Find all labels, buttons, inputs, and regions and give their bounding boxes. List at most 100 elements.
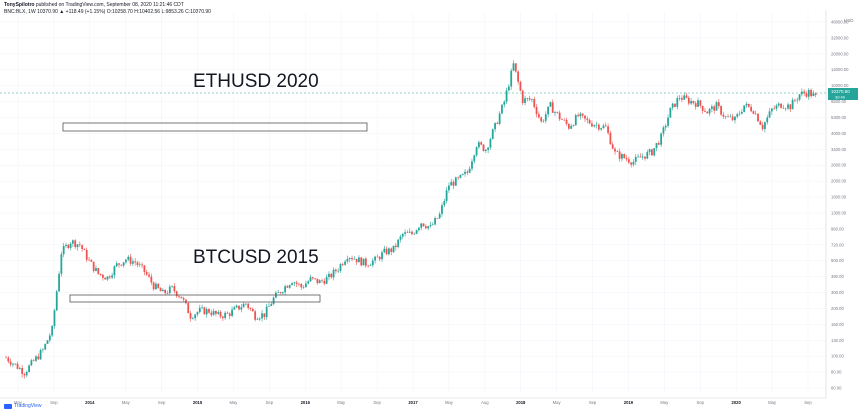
candle-body: [697, 100, 699, 107]
candle-body: [161, 289, 164, 292]
candle-body: [178, 296, 180, 297]
candle-body: [106, 276, 109, 280]
candle-body: [441, 205, 443, 214]
candle-body: [593, 125, 596, 127]
candle-body: [473, 155, 476, 162]
candle-body: [634, 156, 637, 162]
candle-body: [498, 113, 501, 124]
candle-body: [16, 363, 19, 369]
candle-body: [339, 264, 342, 271]
candle-body: [551, 102, 554, 113]
time-tick-label: Sep: [373, 400, 381, 405]
candle-body: [717, 102, 720, 107]
candle-body: [355, 258, 358, 263]
candle-body: [74, 240, 77, 248]
candle-body: [549, 102, 552, 107]
candle-body: [187, 303, 190, 314]
candle-body: [424, 226, 427, 229]
candle-body: [332, 269, 335, 278]
candle-body: [427, 226, 430, 229]
time-tick-label: 2018: [516, 400, 526, 405]
candle-body: [563, 119, 566, 121]
time-tick-label: 2016: [301, 400, 311, 405]
candle-body: [429, 225, 432, 227]
btc-annotation[interactable]: BTCUSD 2015: [193, 247, 319, 268]
candle-body: [752, 111, 755, 114]
candle-body: [627, 159, 630, 163]
candle-body: [390, 248, 393, 253]
candle-body: [676, 98, 679, 107]
candle-body: [743, 105, 746, 112]
candle-body: [53, 310, 56, 327]
eth-annotation[interactable]: ETHUSD 2020: [193, 71, 319, 92]
candle-body: [164, 289, 167, 294]
time-tick-label: Sep: [50, 400, 58, 405]
candle-body: [690, 100, 693, 104]
candle-body: [646, 151, 649, 159]
eth-resistance-box[interactable]: [62, 122, 368, 132]
publisher-name[interactable]: TonySpilotro: [4, 2, 35, 8]
tradingview-logo-icon: [4, 403, 12, 409]
candle-body: [194, 314, 197, 319]
candle-body: [581, 113, 584, 116]
candle-body: [185, 299, 187, 304]
candle-body: [468, 168, 471, 173]
candle-body: [168, 286, 171, 294]
candle-body: [288, 285, 291, 288]
candle-body: [353, 258, 356, 260]
candle-body: [62, 245, 65, 255]
candle-body: [621, 154, 623, 159]
candle-body: [420, 223, 423, 228]
candle-body: [540, 117, 543, 122]
candle-body: [609, 132, 612, 145]
candle-body: [710, 106, 713, 109]
candle-body: [388, 248, 390, 255]
btc-resistance-box[interactable]: [69, 294, 321, 303]
candle-body: [113, 266, 116, 276]
candle-body: [69, 243, 72, 248]
candle-body: [796, 99, 799, 101]
candle-body: [814, 93, 817, 96]
time-tick-label: 2017: [408, 400, 418, 405]
candle-body: [657, 143, 660, 145]
candle-body: [247, 303, 250, 309]
candle-body: [129, 256, 132, 264]
tradingview-footer[interactable]: TradingView: [4, 403, 42, 409]
candle-body: [510, 70, 513, 87]
candle-body: [415, 230, 418, 234]
candle-body: [155, 283, 157, 290]
candle-body: [632, 161, 635, 165]
candle-body: [134, 261, 137, 263]
candle-body: [450, 181, 453, 186]
candle-body: [256, 319, 259, 321]
candle-body: [268, 305, 270, 307]
candle-body: [215, 310, 217, 314]
candle-body: [773, 108, 776, 110]
candle-body: [111, 275, 114, 278]
candle-body: [448, 185, 450, 191]
candle-body: [143, 265, 146, 272]
candle-body: [369, 265, 372, 266]
candle-body: [678, 98, 681, 99]
candle-body: [736, 114, 739, 117]
candle-body: [528, 98, 531, 100]
candle-body: [108, 276, 111, 278]
candle-body: [630, 162, 633, 165]
candle-body: [623, 154, 626, 159]
candle-body: [171, 286, 173, 287]
candle-body: [618, 151, 621, 159]
candle-body: [362, 258, 365, 266]
candle-body: [466, 171, 469, 173]
time-tick-label: 2020: [732, 400, 742, 405]
candle-body: [201, 307, 203, 309]
candle-body: [37, 356, 40, 360]
candle-body: [445, 190, 448, 202]
candle-body: [554, 111, 556, 113]
candle-body: [9, 361, 12, 365]
candle-body: [614, 148, 616, 152]
candle-body: [413, 233, 416, 235]
candle-body: [261, 313, 263, 319]
candle-body: [346, 258, 349, 262]
candle-body: [210, 312, 213, 315]
